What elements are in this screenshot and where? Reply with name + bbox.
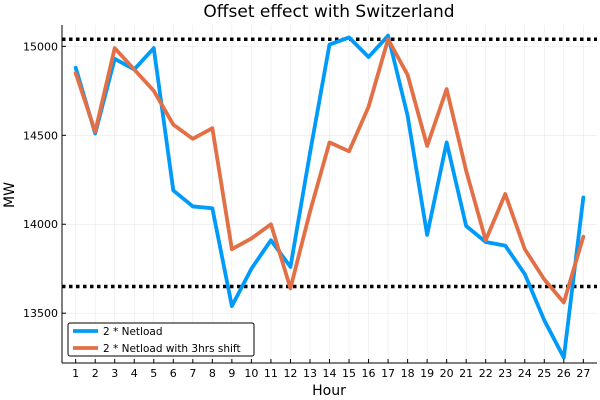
x-tick-label: 23	[498, 367, 512, 380]
x-tick-label: 6	[170, 367, 177, 380]
x-tick-label: 17	[381, 367, 395, 380]
y-tick-label: 14500	[23, 129, 58, 142]
series-lines	[73, 33, 586, 360]
x-tick-label: 18	[401, 367, 415, 380]
x-axis-title: Hour	[312, 383, 346, 399]
legend-box	[67, 322, 255, 357]
x-tick-label: 13	[303, 367, 317, 380]
x-tick-label: 2	[92, 367, 99, 380]
axes	[61, 25, 597, 364]
x-tick-label: 19	[420, 367, 434, 380]
x-tick-label: 12	[283, 367, 297, 380]
x-tick-label: 8	[209, 367, 216, 380]
x-tick-label: 7	[189, 367, 196, 380]
chart-title: Offset effect with Switzerland	[203, 2, 454, 22]
reference-lines	[62, 37, 597, 289]
x-tick-label: 16	[362, 367, 376, 380]
legend-label-2: 2 * Netload with 3hrs shift	[103, 343, 241, 355]
x-tick-label: 10	[244, 367, 258, 380]
legend: 2 * Netload 2 * Netload with 3hrs shift	[67, 322, 255, 357]
x-tick-label: 27	[576, 367, 590, 380]
x-tick-label: 20	[440, 367, 454, 380]
y-axis-title: MW	[2, 182, 18, 208]
x-tick-label: 22	[479, 367, 493, 380]
x-tick-label: 14	[323, 367, 337, 380]
x-tick-label: 15	[342, 367, 356, 380]
x-tick-label: 21	[459, 367, 473, 380]
y-tick-label: 14000	[23, 218, 58, 231]
x-tick-label: 26	[557, 367, 571, 380]
series-line-1	[73, 33, 586, 360]
series-line-2	[73, 37, 586, 305]
x-tick-label: 1	[72, 367, 79, 380]
tick-labels: 1 2 3 4 5 6 7 8 9 10 11 12 13 14 15 16 17 18 19 20 21 22 23 24 2…	[23, 40, 590, 380]
x-tick-label: 9	[228, 367, 235, 380]
x-tick-label: 5	[150, 367, 157, 380]
legend-label-1: 2 * Netload	[103, 326, 162, 338]
x-tick-label: 3	[111, 367, 118, 380]
x-tick-label: 11	[264, 367, 278, 380]
y-tick-label: 15000	[23, 40, 58, 53]
x-tick-label: 4	[131, 367, 138, 380]
x-tick-label: 24	[518, 367, 532, 380]
y-tick-label: 13500	[23, 307, 58, 320]
x-tick-label: 25	[537, 367, 551, 380]
